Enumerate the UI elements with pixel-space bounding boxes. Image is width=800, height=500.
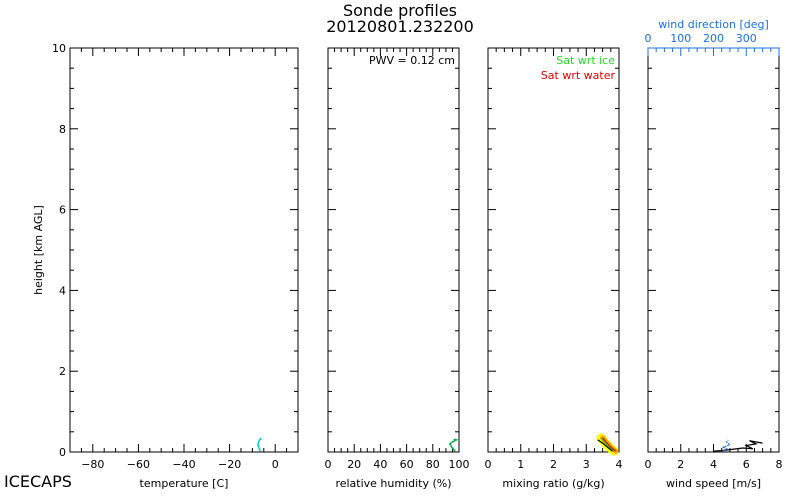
pwv-annotation: PWV = 0.12 cm [369,54,455,67]
plot-frame [69,47,299,453]
x-tick-label: −40 [172,458,195,471]
x-tick-label: 80 [426,458,440,471]
x-tick-label: −80 [81,458,104,471]
y-tick-label: 2 [59,365,66,378]
x-tick-label: 100 [449,458,470,471]
figure-title: Sonde profiles [343,1,457,20]
x-tick-label: 0 [645,458,652,471]
x-tick-label: 4 [710,458,717,471]
x-tick-label: 8 [776,458,783,471]
y-tick-label: 0 [59,446,66,459]
y-axis-label: height [km AGL] [32,205,45,295]
plot-frame [327,47,460,453]
plot-frame [487,47,620,453]
y-tick-label: 8 [59,123,66,136]
x-axis-label: temperature [C] [140,477,229,490]
panel-relative-humidity: 0 20 40 60 80 100 relative humidity (%) PWV = 0… [325,47,470,490]
figure-subtitle: 20120801.232200 [326,17,474,36]
x-axis-label: mixing ratio (g/kg) [502,477,604,490]
x-tick-label: 2 [677,458,684,471]
x-tick-label: 0 [485,458,492,471]
x-tick-label: 3 [583,458,590,471]
top-x-tick-label: 100 [670,32,691,45]
y-tick-label: 10 [52,42,66,55]
x-tick-label: 1 [517,458,524,471]
series-temperature [257,437,262,452]
y-tick-label: 6 [59,204,66,217]
legend-entry: Sat wrt ice [556,54,615,67]
x-tick-label: 2 [550,458,557,471]
x-tick-label: −60 [127,458,150,471]
x-axis-label: relative humidity (%) [335,477,451,490]
y-tick-label: 4 [59,284,66,297]
series-mixing-ratio [597,439,613,452]
top-x-tick-label: 0 [645,32,652,45]
x-tick-label: 0 [325,458,332,471]
x-tick-label: 40 [373,458,387,471]
x-tick-label: 60 [400,458,414,471]
x-tick-label: −20 [218,458,241,471]
series-wind-speed [713,440,763,452]
x-tick-label: 6 [743,458,750,471]
top-x-tick-label: 300 [736,32,757,45]
series-sat-ice [600,437,615,452]
project-label: ICECAPS [4,472,72,491]
series-rh [448,438,459,452]
series-wind-direction [721,439,732,452]
top-axis-label: wind direction [deg] [658,18,769,31]
x-tick-label: 20 [347,458,361,471]
panel-mixing-ratio: 0 1 2 3 4 mixing ratio (g/kg) Sat wrt ice Sat w… [485,47,623,490]
series-sat-water [602,437,617,452]
x-axis-label: wind speed [m/s] [666,477,761,490]
panel-temperature: 0 2 4 6 8 10 height [km AGL] −80 −60 −40 −20 0 tempe… [32,42,299,490]
plot-frame [647,47,780,453]
x-tick-label: 4 [616,458,623,471]
legend-entry: Sat wrt water [541,69,616,82]
top-x-tick-label: 200 [703,32,724,45]
x-tick-label: 0 [272,458,279,471]
